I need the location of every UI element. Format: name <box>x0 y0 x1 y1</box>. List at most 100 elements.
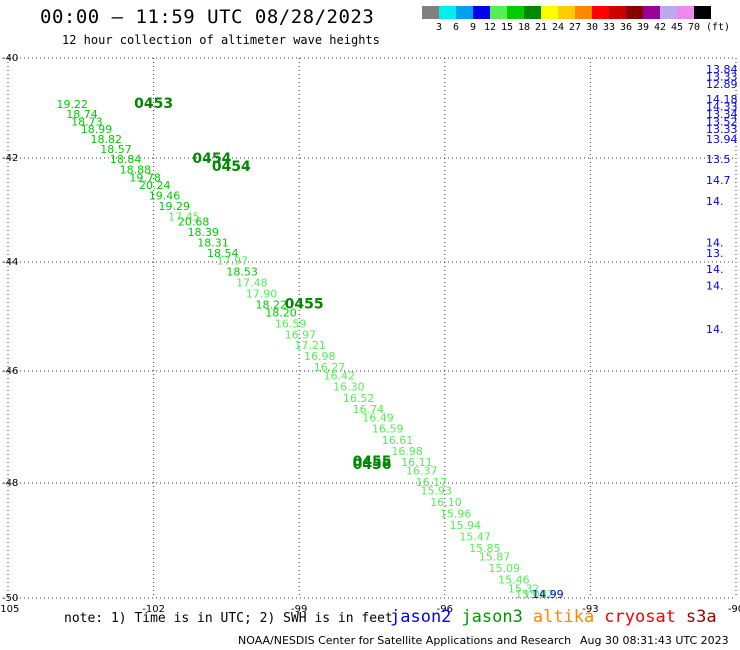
swh-value: 18.20 <box>265 307 297 320</box>
edge-swh-value: 14.18 <box>706 93 738 106</box>
swh-value: 15.06 <box>515 588 547 601</box>
satellite-legend-cryosat: cryosat <box>604 607 676 627</box>
credit-text: NOAA/NESDIS Center for Satellite Applica… <box>238 634 572 647</box>
scale-label: 9 <box>469 22 477 33</box>
map-title: 00:00 – 11:59 UTC 08/28/2023 <box>40 6 375 28</box>
lon-tick-label: -96 <box>437 604 453 615</box>
scale-swatch <box>456 6 473 19</box>
scale-label: 33 <box>602 22 616 33</box>
edge-track-values: 13.8413.3312.8914.1814.3313.3413.5213.33… <box>706 63 738 336</box>
edge-swh-value: 13.33 <box>706 123 738 136</box>
edge-swh-value: 13.52 <box>706 116 738 129</box>
swh-value: 16.17 <box>416 476 448 489</box>
swh-value: 16.42 <box>323 369 355 382</box>
scale-label: 70 <box>687 22 701 33</box>
scale-label: 45 <box>670 22 684 33</box>
swh-value: 18.22 <box>256 298 288 311</box>
pass-time-label: 0454 <box>192 151 231 167</box>
lat-tick-label: -44 <box>2 257 18 268</box>
scale-swatch <box>473 6 490 19</box>
scale-swatch <box>541 6 558 19</box>
scale-label: 42 <box>653 22 667 33</box>
edge-swh-value: 13. <box>706 247 724 260</box>
scale-label: 30 <box>585 22 599 33</box>
scale-swatch <box>439 6 456 19</box>
swh-value: 18.74 <box>66 108 98 121</box>
swh-value: 16.27 <box>314 361 346 374</box>
edge-swh-value: 14. <box>706 263 724 276</box>
edge-swh-value: 14.7 <box>706 174 731 187</box>
swh-value: 15.96 <box>440 508 472 521</box>
scale-label: 36 <box>619 22 633 33</box>
pass-time-label: 0455 <box>285 296 324 312</box>
swh-value: 17.45 <box>168 210 200 223</box>
edge-swh-value: 14. <box>706 323 724 336</box>
swh-value: 14.99 <box>532 588 564 601</box>
edge-swh-value: 13.34 <box>706 108 738 121</box>
swh-value: 18.39 <box>188 226 220 239</box>
swh-value: 18.31 <box>197 236 229 249</box>
satellite-legend-jason3: jason3 <box>461 607 523 627</box>
scale-label: 15 <box>500 22 514 33</box>
map-grid <box>7 57 737 599</box>
swh-value: 18.84 <box>110 153 142 166</box>
map-subtitle: 12 hour collection of altimeter wave hei… <box>62 33 380 47</box>
edge-swh-value: 13.5 <box>706 153 731 166</box>
swh-value: 16.74 <box>353 403 385 416</box>
scale-swatch <box>422 6 439 19</box>
lat-tick-label: -50 <box>2 593 18 604</box>
swh-value: 16.98 <box>391 445 423 458</box>
scale-swatch <box>660 6 677 19</box>
swh-value: 16.37 <box>406 465 438 478</box>
swh-value: 16.59 <box>372 423 404 436</box>
swh-value: 16.49 <box>362 411 394 424</box>
swh-value: 18.53 <box>226 266 258 279</box>
swh-value: 19.29 <box>158 200 190 213</box>
scale-swatch <box>592 6 609 19</box>
scale-swatch <box>575 6 592 19</box>
satellite-legend: jason2 jason3 altika cryosat s3a <box>390 607 727 627</box>
satellite-legend-s3a: s3a <box>685 607 717 627</box>
swh-value: 16.98 <box>304 350 336 363</box>
scale-swatch <box>558 6 575 19</box>
swh-value: 15.87 <box>479 551 511 564</box>
scale-label: 18 <box>517 22 531 33</box>
swh-value: 15.22 <box>522 588 554 601</box>
swh-value: 15.32 <box>508 582 539 595</box>
swh-value: 18.54 <box>207 247 239 260</box>
lon-tick-label: -105 <box>0 604 19 615</box>
scale-swatch <box>490 6 507 19</box>
edge-swh-value: 12.89 <box>706 78 738 91</box>
lon-tick-label: -99 <box>291 604 307 615</box>
swh-value: 19.78 <box>129 171 161 184</box>
scale-swatch <box>694 6 711 19</box>
pass-time-label: 0454 <box>212 159 251 175</box>
swh-value: 19.22 <box>57 98 89 111</box>
note-text: note: 1) Time is in UTC; 2) SWH is in fe… <box>64 611 393 626</box>
pass-time-label: 0455 <box>353 454 392 470</box>
lat-tick-label: -46 <box>2 366 18 377</box>
swh-value: 16.30 <box>333 381 365 394</box>
generated-timestamp: Aug 30 08:31:43 UTC 2023 <box>580 634 729 647</box>
swh-value: 15.47 <box>459 531 491 544</box>
edge-swh-value: 14.33 <box>706 101 738 114</box>
map-axis-labels: -105 -102 -99 -96 -93 -90 -40 -42 -44 -46 -48 -50 <box>0 53 740 615</box>
swh-value: 18.82 <box>91 133 123 146</box>
swh-value: 20.68 <box>178 216 210 229</box>
scale-label: 6 <box>452 22 460 33</box>
scale-swatch <box>643 6 660 19</box>
swh-value: 19.46 <box>149 190 181 203</box>
scale-label: 12 <box>483 22 497 33</box>
lat-tick-label: -42 <box>2 153 18 164</box>
swh-value: 17.48 <box>236 277 268 290</box>
lat-tick-label: -40 <box>2 53 18 64</box>
lon-tick-label: -102 <box>142 604 165 615</box>
swh-value: 16.97 <box>285 328 317 341</box>
swh-value: 15.46 <box>498 574 529 587</box>
swh-value: 16.59 <box>275 317 307 330</box>
scale-unit: (ft) <box>705 22 731 33</box>
satellite-legend-altika: altika <box>532 607 595 627</box>
edge-swh-value: 13.94 <box>706 133 738 146</box>
scale-swatch <box>507 6 524 19</box>
